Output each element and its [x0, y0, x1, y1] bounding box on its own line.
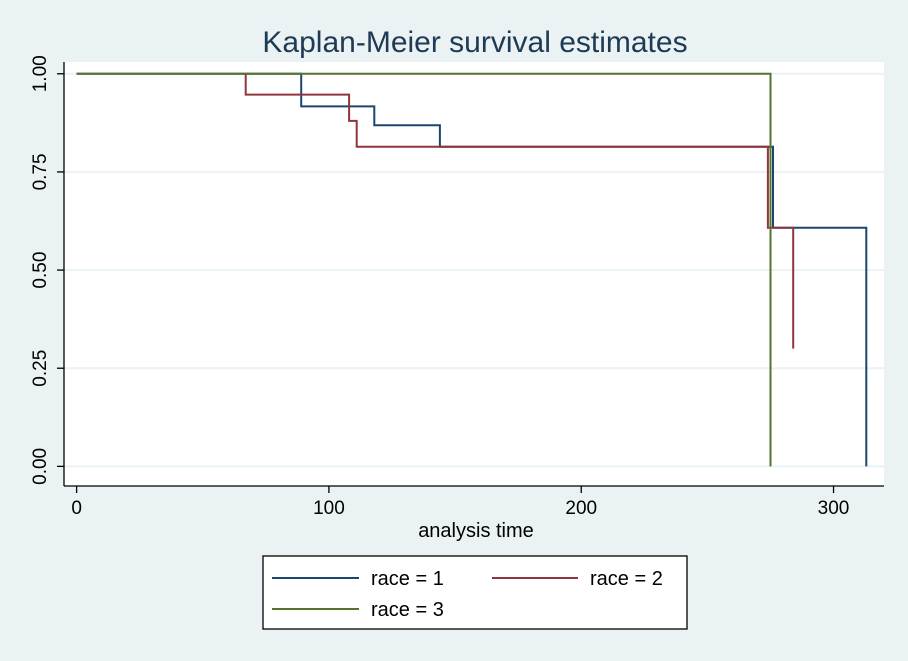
y-tick-label: 0.50 — [30, 252, 51, 289]
x-axis-title: analysis time — [418, 520, 534, 542]
series-line-race-3 — [76, 72, 772, 467]
x-tick-label: 100 — [313, 498, 345, 519]
legend-label-race-1: race = 1 — [371, 568, 444, 590]
x-tick-label: 300 — [818, 498, 850, 519]
y-tick-label: 1.00 — [30, 55, 51, 92]
plot-area — [64, 62, 884, 486]
x-tick-label: 200 — [565, 498, 597, 519]
y-tick-label: 0.00 — [30, 448, 51, 485]
x-tick-label: 0 — [71, 498, 82, 519]
chart-title: Kaplan-Meier survival estimates — [262, 26, 687, 59]
series-line-race-2 — [244, 73, 795, 349]
legend-box — [262, 555, 688, 630]
legend-label-race-2: race = 2 — [590, 568, 663, 590]
y-tick-label: 0.75 — [30, 153, 51, 190]
legend-label-race-3: race = 3 — [371, 599, 444, 621]
y-tick-label: 0.25 — [30, 350, 51, 387]
